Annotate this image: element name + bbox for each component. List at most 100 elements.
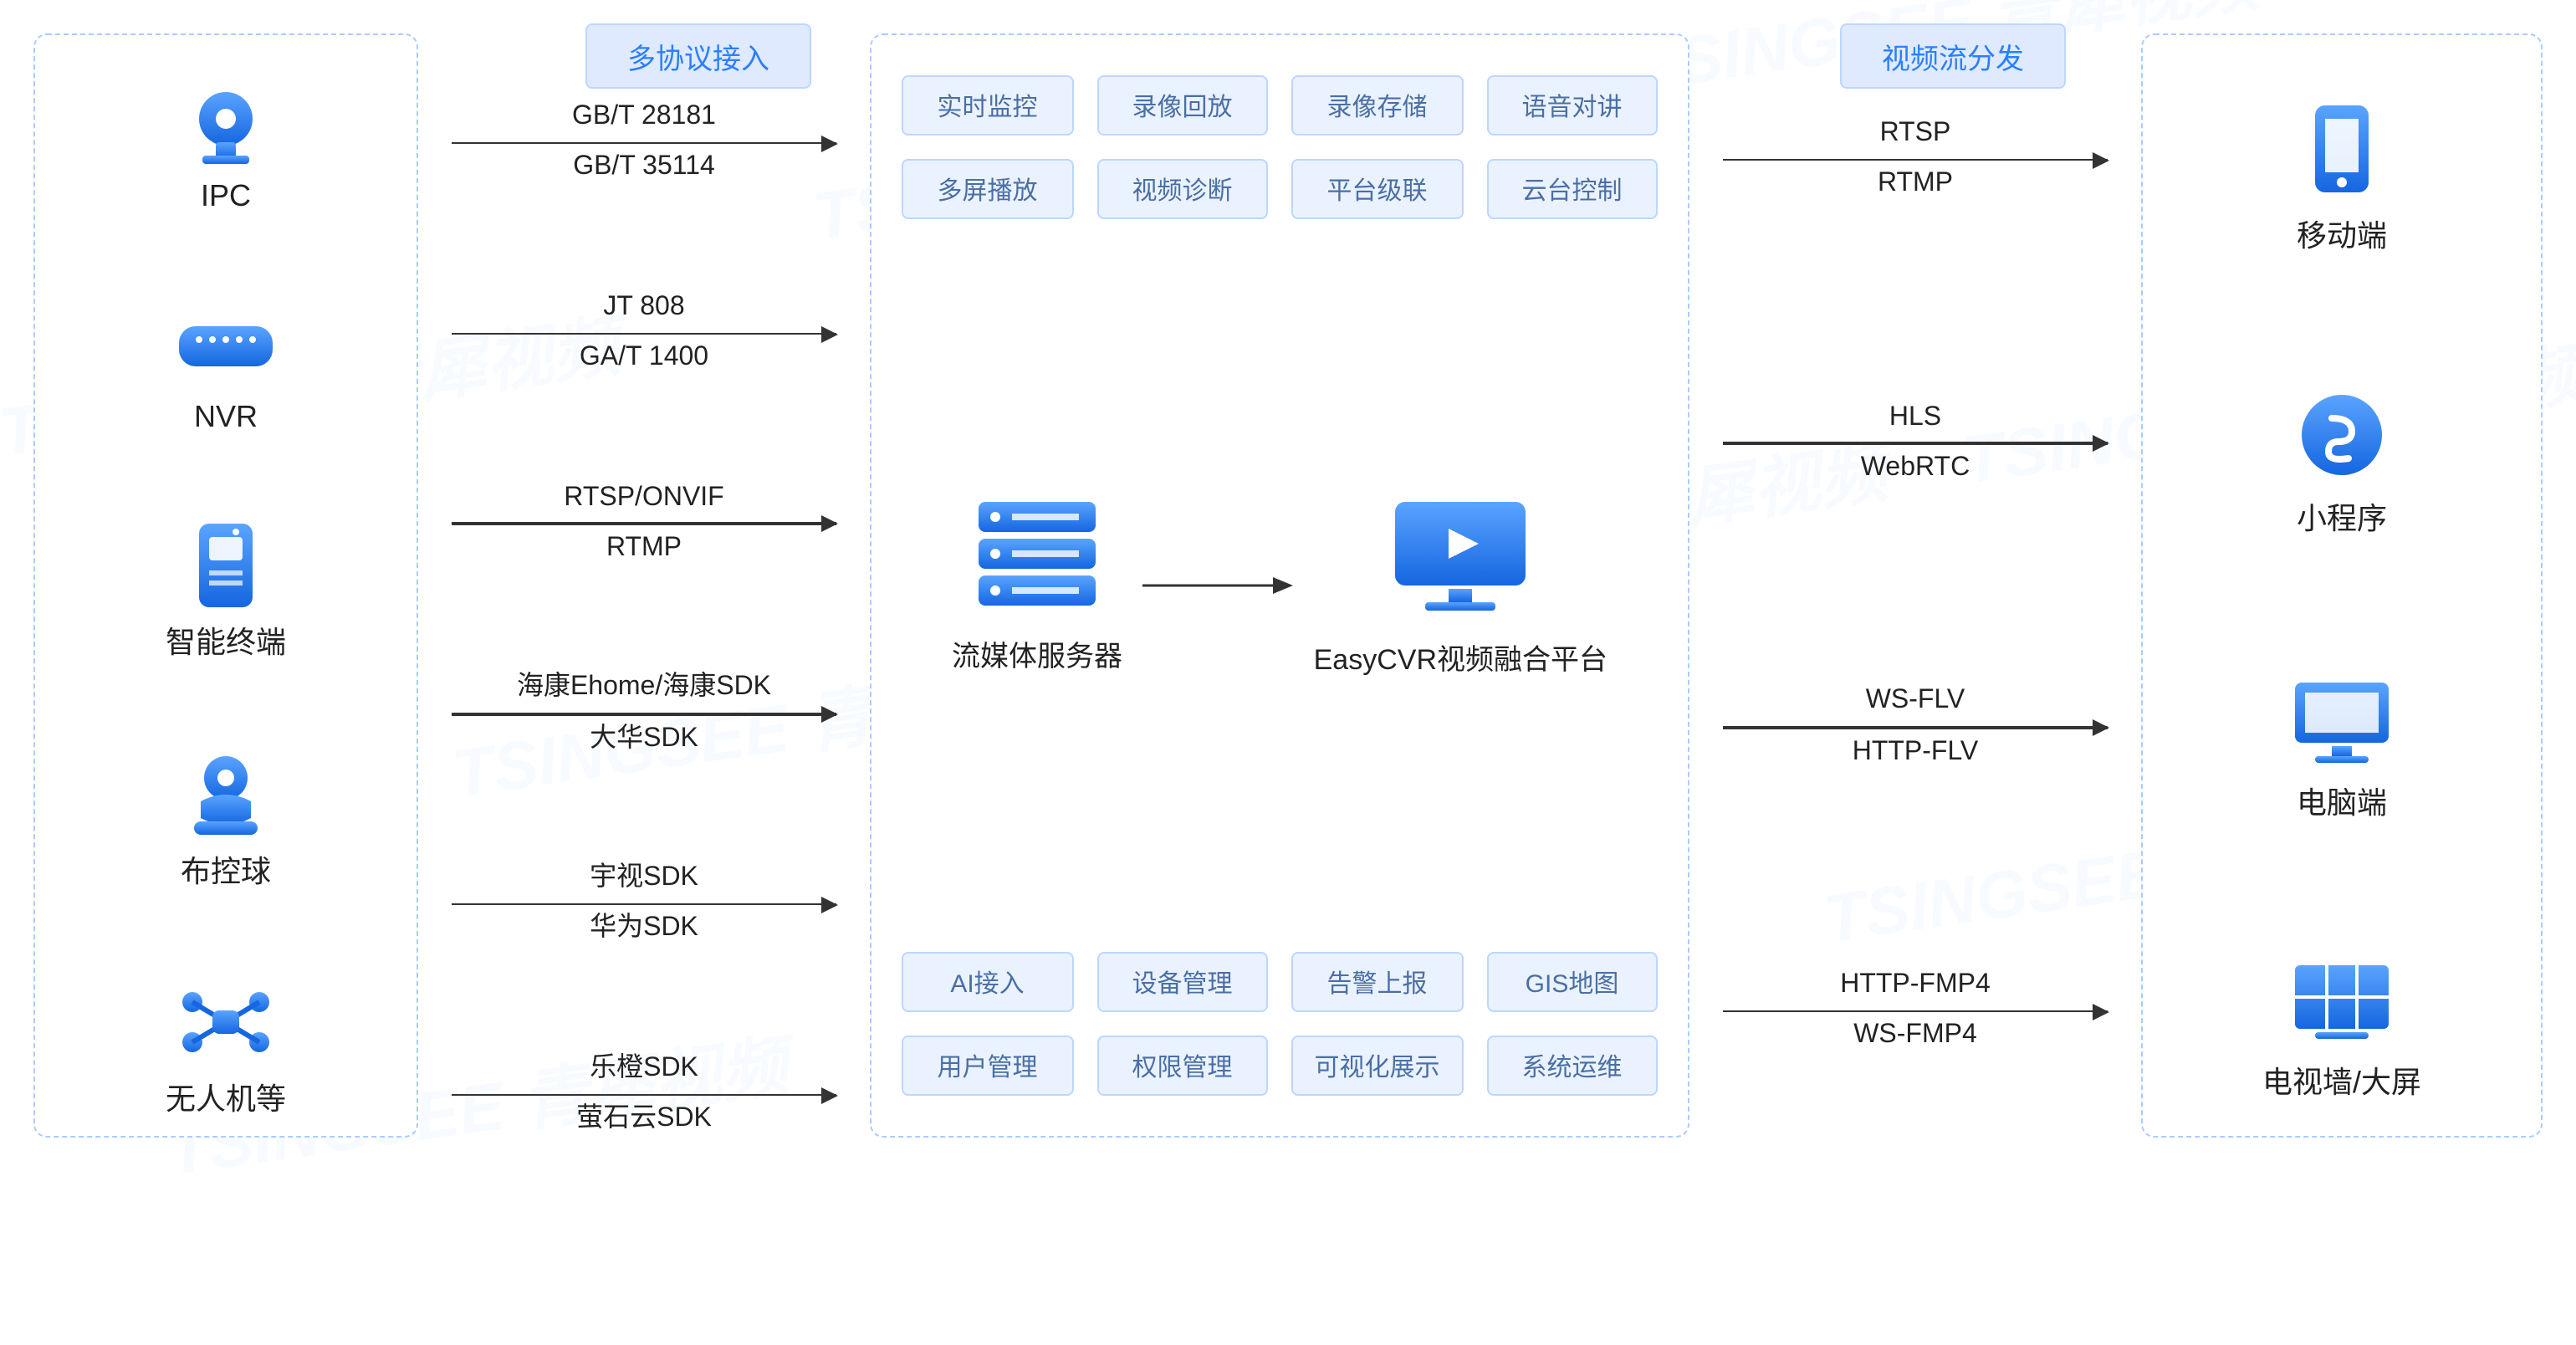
arrow-label-bottom: RTMP: [1878, 168, 1953, 203]
distribution-arrows: RTSP RTMP HLS WebRTC WS-FLV HTTP-FLV HTT…: [1706, 117, 2124, 1054]
arrow-label-bottom: HTTP-FLV: [1853, 735, 1979, 770]
platform-panel: 实时监控 录像回放 录像存储 语音对讲 多屏播放 视频诊断 平台级联 云台控制 …: [870, 33, 1689, 1138]
device-ptz: 布控球: [52, 754, 400, 891]
feature-pill: 权限管理: [1096, 1036, 1268, 1096]
tab-protocols: 多协议接入: [585, 23, 811, 89]
core-platform: EasyCVR视频融合平台: [1314, 494, 1607, 677]
arrow-icon: [452, 523, 836, 525]
arrow-row: HTTP-FMP4 WS-FMP4: [1706, 969, 2124, 1054]
device-drone: 无人机等: [52, 982, 400, 1119]
feature-pill: 视频诊断: [1096, 159, 1268, 219]
client-miniapp: 小程序: [2159, 392, 2524, 540]
arrow-label-bottom: GA/T 1400: [580, 341, 708, 376]
arrow-row: HLS WebRTC: [1706, 401, 2124, 486]
camera-icon: [179, 85, 273, 166]
arrow-icon: [452, 142, 836, 145]
arrow-label-bottom: WS-FMP4: [1853, 1019, 1977, 1054]
arrow-label-top: RTSP/ONVIF: [564, 481, 723, 516]
arrow-row: JT 808 GA/T 1400: [435, 291, 853, 376]
drone-icon: [179, 982, 273, 1062]
feature-pill: 系统运维: [1486, 1036, 1658, 1096]
feature-pill: 平台级联: [1291, 159, 1463, 219]
arrow-label-top: WS-FLV: [1866, 685, 1965, 720]
device-label: 智能终端: [166, 619, 286, 662]
phone-icon: [2305, 102, 2379, 196]
arrow-label-top: 宇视SDK: [590, 862, 698, 897]
arrow-label-bottom: 华为SDK: [590, 913, 698, 948]
arrow-icon: [452, 1093, 836, 1096]
feature-pill: 用户管理: [902, 1036, 1073, 1096]
feature-pill: 语音对讲: [1486, 75, 1658, 136]
client-wall: 电视墙/大屏: [2159, 959, 2524, 1102]
arrow-label-top: JT 808: [603, 291, 684, 326]
arrow-label-top: HTTP-FMP4: [1840, 969, 1991, 1004]
client-label: 移动端: [2297, 212, 2387, 256]
device-label: 无人机等: [166, 1076, 286, 1119]
client-pc: 电脑端: [2159, 675, 2524, 822]
feature-pill: 云台控制: [1486, 159, 1658, 219]
core-platform-label: EasyCVR视频融合平台: [1314, 635, 1607, 677]
devices-panel: IPC NVR 智能终端 布控球: [33, 33, 418, 1138]
arrow-label-bottom: GB/T 35114: [573, 151, 715, 187]
client-label: 电视墙/大屏: [2262, 1059, 2421, 1102]
core-server: 流媒体服务器: [952, 498, 1122, 673]
arrow-icon: [1723, 442, 2108, 445]
arrow-icon: [452, 332, 836, 335]
device-nvr: NVR: [52, 305, 400, 434]
arrow-icon: [1723, 726, 2108, 729]
miniapp-icon: [2298, 392, 2385, 479]
feature-pill: 录像回放: [1096, 75, 1268, 136]
feature-pill: 告警上报: [1291, 952, 1463, 1012]
client-mobile: 移动端: [2159, 102, 2524, 256]
arrow-row: 宇视SDK 华为SDK: [435, 862, 853, 947]
arrow-icon: [1142, 574, 1293, 597]
arrow-row: RTSP/ONVIF RTMP: [435, 481, 853, 566]
feature-pill: 可视化展示: [1291, 1036, 1463, 1096]
videowall-icon: [2288, 959, 2395, 1042]
device-label: IPC: [201, 179, 251, 214]
arrow-icon: [1723, 159, 2108, 161]
core-row: 流媒体服务器 EasyCVR视频融合平台: [902, 461, 1658, 710]
pc-icon: [2288, 675, 2395, 762]
arrow-label-top: RTSP: [1880, 117, 1951, 152]
arrow-label-bottom: 大华SDK: [590, 722, 698, 757]
arrow-label-bottom: WebRTC: [1861, 452, 1970, 487]
server-icon: [972, 498, 1102, 608]
client-label: 小程序: [2297, 496, 2387, 540]
arrow-icon: [452, 903, 836, 906]
arrow-row: WS-FLV HTTP-FLV: [1706, 685, 2124, 770]
arrow-label-top: 海康Ehome/海康SDK: [517, 672, 771, 707]
feature-pill: GIS地图: [1486, 952, 1658, 1012]
ptz-icon: [179, 754, 273, 834]
nvr-icon: [179, 305, 273, 386]
arrow-label-top: 乐橙SDK: [590, 1052, 698, 1087]
arrow-row: GB/T 28181 GB/T 35114: [435, 100, 853, 186]
features-bottom-grid: AI接入 设备管理 告警上报 GIS地图 用户管理 权限管理 可视化展示 系统运…: [902, 952, 1658, 1096]
arrow-icon: [452, 713, 836, 715]
feature-pill: AI接入: [902, 952, 1073, 1012]
protocol-arrows: GB/T 28181 GB/T 35114 JT 808 GA/T 1400 R…: [435, 100, 853, 1138]
device-terminal: 智能终端: [52, 525, 400, 662]
arrow-label-top: HLS: [1889, 401, 1941, 436]
feature-pill: 多屏播放: [902, 159, 1073, 219]
device-label: 布控球: [181, 847, 271, 891]
monitor-play-icon: [1388, 494, 1532, 611]
feature-pill: 设备管理: [1096, 952, 1268, 1012]
device-ipc: IPC: [52, 85, 400, 214]
core-server-label: 流媒体服务器: [952, 632, 1122, 673]
tab-distribution: 视频流分发: [1840, 23, 2066, 89]
clients-panel: 移动端 小程序 电脑端 电视墙/大屏: [2141, 33, 2543, 1138]
arrow-label-bottom: RTMP: [606, 532, 682, 567]
terminal-icon: [179, 525, 273, 606]
architecture-diagram: TSINGSEE 青犀视频 TSINGSEE 青犀视频 TSINGSEE 青犀视…: [0, 0, 2576, 1171]
device-label: NVR: [194, 399, 258, 434]
feature-pill: 实时监控: [902, 75, 1073, 136]
arrow-row: 海康Ehome/海康SDK 大华SDK: [435, 672, 853, 757]
arrow-row: 乐橙SDK 萤石云SDK: [435, 1052, 853, 1138]
arrow-label-top: GB/T 28181: [572, 100, 716, 136]
features-top-grid: 实时监控 录像回放 录像存储 语音对讲 多屏播放 视频诊断 平台级联 云台控制: [902, 75, 1658, 219]
arrow-icon: [1723, 1010, 2108, 1012]
feature-pill: 录像存储: [1291, 75, 1463, 136]
arrow-label-bottom: 萤石云SDK: [576, 1102, 712, 1138]
arrow-row: RTSP RTMP: [1706, 117, 2124, 202]
